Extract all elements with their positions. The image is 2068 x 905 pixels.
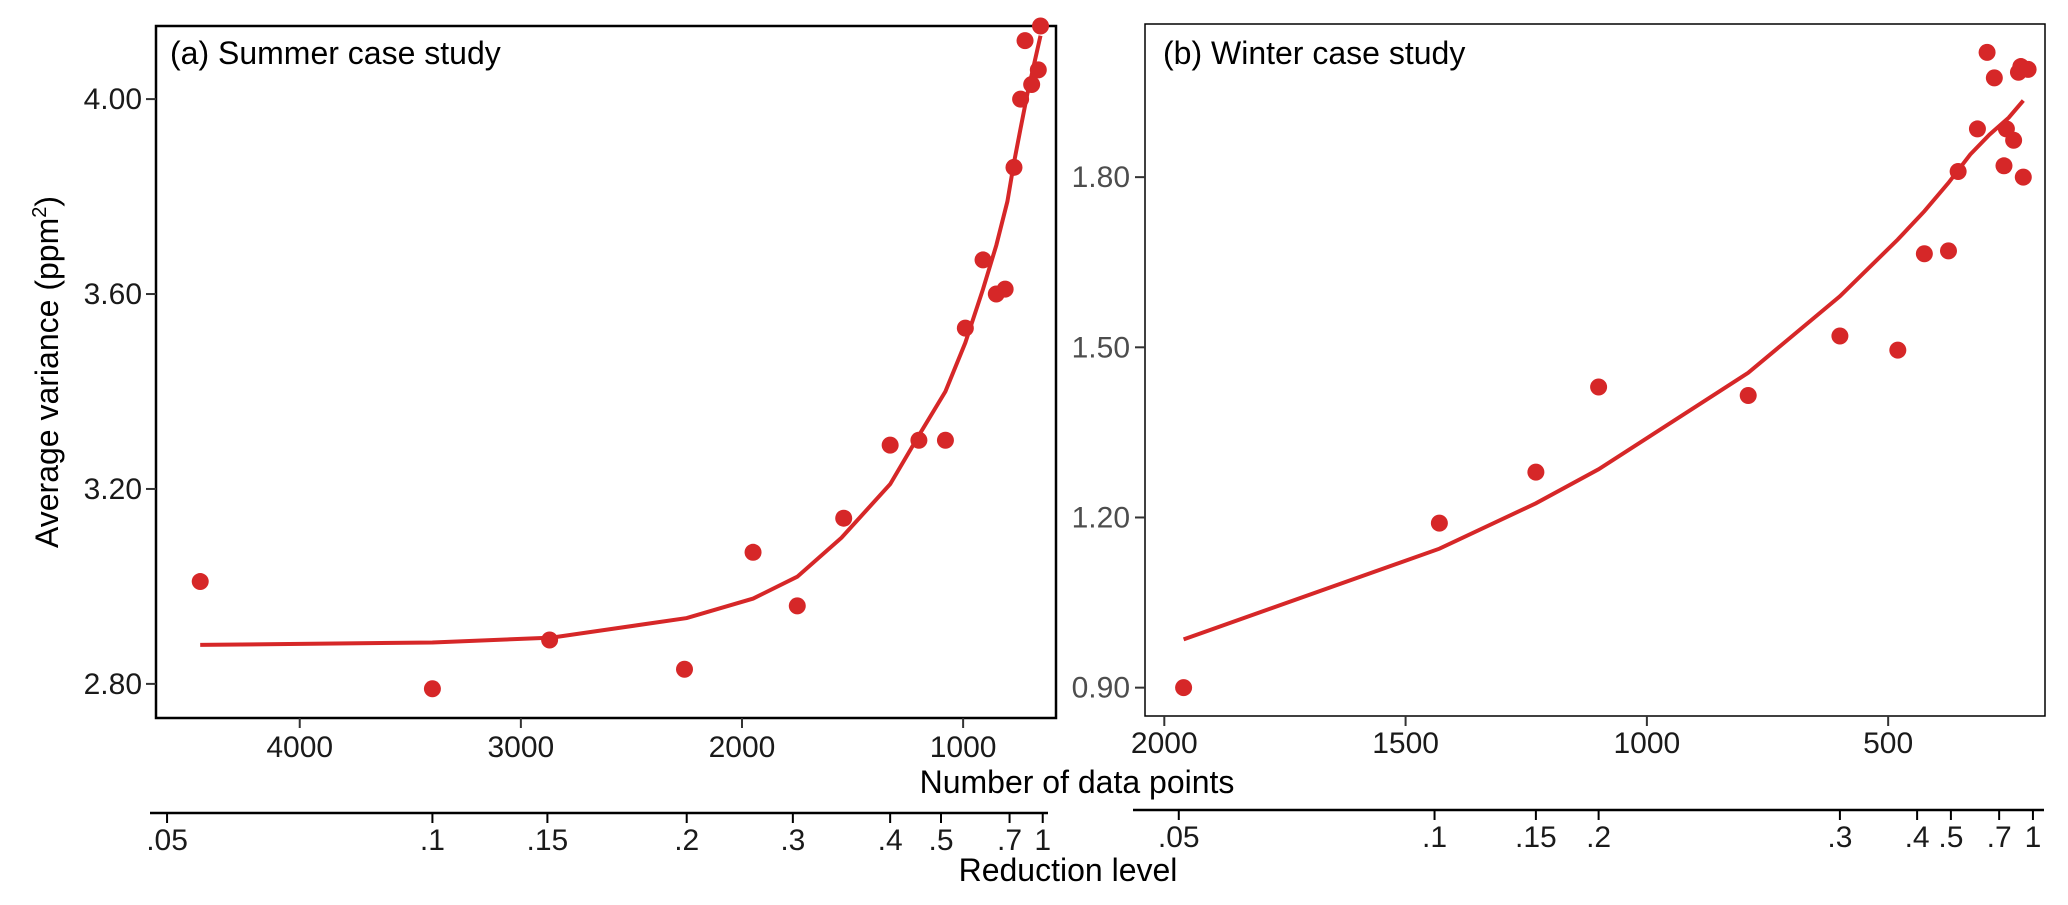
y-axis-title-main: Average variance (ppm xyxy=(29,218,65,548)
reduction-tick-label: 1 xyxy=(1034,824,1051,857)
reduction-tick-label: .4 xyxy=(878,824,903,857)
data-point xyxy=(1968,120,1986,138)
reduction-tick-label: .3 xyxy=(1827,821,1852,854)
data-point xyxy=(1430,514,1448,532)
panel-winter: (b) Winter case study 0.90 1.20 1.50 1.80 2… xyxy=(1072,23,2046,854)
data-point xyxy=(1831,327,1849,345)
x-tick-label: 2000 xyxy=(709,731,776,764)
reduction-tick-label: .5 xyxy=(1938,821,1963,854)
panel-summer-fit-line xyxy=(200,35,1043,647)
data-point xyxy=(676,660,694,678)
data-point xyxy=(1016,32,1034,50)
x-tick-label: 1500 xyxy=(1372,727,1439,760)
data-point xyxy=(996,280,1014,298)
y-tick-label: 3.20 xyxy=(84,473,142,506)
x-tick-label: 1000 xyxy=(1614,727,1681,760)
data-point xyxy=(788,597,806,615)
data-point xyxy=(2019,60,2037,78)
panel-summer-points xyxy=(191,17,1050,698)
y-tick-label: 1.80 xyxy=(1072,161,1130,194)
panel-summer: (a) Summer case study 2.80 3.20 3.60 4.00 4… xyxy=(84,17,1058,857)
panel-winter-y-axis: 0.90 1.20 1.50 1.80 xyxy=(1072,161,1145,705)
data-point xyxy=(2014,168,2032,186)
data-point xyxy=(1978,43,1996,61)
y-axis-title-close: ) xyxy=(29,196,65,207)
reduction-tick-label: .4 xyxy=(1905,821,1930,854)
reduction-tick-label: .2 xyxy=(1586,821,1611,854)
y-tick-label: 4.00 xyxy=(84,83,142,116)
panel-winter-fit-line xyxy=(1182,99,2025,642)
data-point xyxy=(1985,69,2003,87)
reduction-tick-label: .1 xyxy=(1422,821,1447,854)
data-point xyxy=(1995,157,2013,175)
data-point xyxy=(1889,341,1907,359)
y-tick-label: 2.80 xyxy=(84,668,142,701)
data-point xyxy=(1175,679,1193,697)
reduction-tick-label: .2 xyxy=(674,824,699,857)
reduction-tick-label: .1 xyxy=(420,824,445,857)
reduction-tick-label: .15 xyxy=(527,824,569,857)
y-axis-title-sup: 2 xyxy=(29,207,51,218)
y-axis-title: Average variance (ppm2) xyxy=(29,196,65,548)
data-point xyxy=(881,436,899,454)
data-point xyxy=(1949,162,1967,180)
x-tick-label: 2000 xyxy=(1131,727,1198,760)
x-tick-label: 500 xyxy=(1863,727,1913,760)
panel-winter-frame xyxy=(1144,23,2046,717)
y-tick-label: 1.20 xyxy=(1072,501,1130,534)
data-point xyxy=(1032,17,1050,35)
x-tick-label: 3000 xyxy=(487,731,554,764)
panel-summer-y-axis: 2.80 3.20 3.60 4.00 xyxy=(84,83,156,701)
data-point xyxy=(2005,131,2023,149)
data-point xyxy=(191,573,209,591)
data-point xyxy=(541,631,559,649)
x2-axis-title: Reduction level xyxy=(959,852,1178,888)
data-point xyxy=(835,509,853,527)
data-point xyxy=(1005,158,1023,176)
data-point xyxy=(1029,61,1047,79)
x-tick-label: 4000 xyxy=(266,731,333,764)
panel-winter-x-axis: 2000 1500 1000 500 xyxy=(1131,716,1913,760)
data-point xyxy=(1023,75,1041,93)
data-point xyxy=(744,543,762,561)
data-point xyxy=(1739,387,1757,405)
data-point xyxy=(1527,463,1545,481)
panel-summer-title: (a) Summer case study xyxy=(170,35,501,71)
reduction-tick-label: .05 xyxy=(1158,821,1200,854)
data-point xyxy=(974,251,992,269)
reduction-tick-label: .5 xyxy=(928,824,953,857)
data-point xyxy=(956,319,974,337)
reduction-tick-label: .3 xyxy=(780,824,805,857)
data-point xyxy=(936,431,954,449)
reduction-tick-label: .05 xyxy=(146,824,188,857)
data-point xyxy=(1939,242,1957,260)
x-axis-title: Number of data points xyxy=(920,764,1235,800)
reduction-tick-label: .15 xyxy=(1515,821,1557,854)
data-point xyxy=(1915,245,1933,263)
panel-winter-points xyxy=(1175,43,2037,697)
data-point xyxy=(910,431,928,449)
x-tick-label: 1000 xyxy=(930,731,997,764)
panel-winter-title: (b) Winter case study xyxy=(1163,35,1465,71)
reduction-tick-label: .7 xyxy=(1987,821,2012,854)
panel-winter-reduction-axis: .05 .1 .15 .2 .3 .4.5 .7 1 xyxy=(1158,810,2041,854)
y-tick-label: 3.60 xyxy=(84,278,142,311)
data-point xyxy=(1590,378,1608,396)
panel-summer-x-axis: 4000 3000 2000 1000 xyxy=(266,718,997,764)
panel-summer-reduction-axis: .05 .1 .15 .2 .3 .4 .5 .7 1 xyxy=(146,813,1051,857)
reduction-tick-label: 1 xyxy=(2025,821,2042,854)
y-tick-label: 0.90 xyxy=(1072,672,1130,705)
y-tick-label: 1.50 xyxy=(1072,331,1130,364)
panel-summer-frame xyxy=(154,24,1058,720)
reduction-tick-label: .7 xyxy=(997,824,1022,857)
data-point xyxy=(1012,90,1030,108)
data-point xyxy=(423,680,441,698)
